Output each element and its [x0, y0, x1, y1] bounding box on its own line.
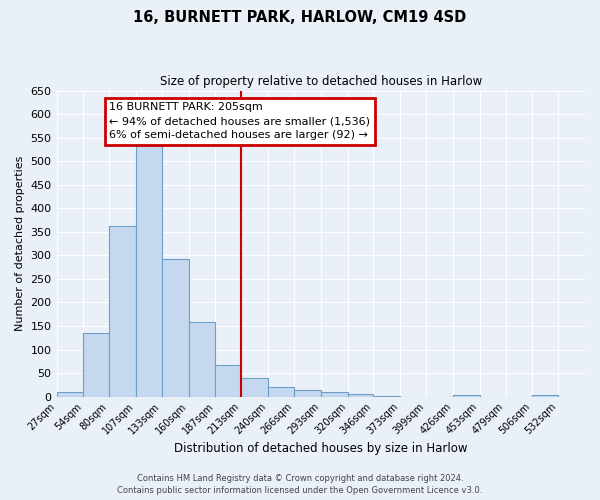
Text: 16 BURNETT PARK: 205sqm
← 94% of detached houses are smaller (1,536)
6% of semi-: 16 BURNETT PARK: 205sqm ← 94% of detache…: [109, 102, 370, 141]
Title: Size of property relative to detached houses in Harlow: Size of property relative to detached ho…: [160, 75, 482, 88]
Bar: [294, 390, 321, 396]
Y-axis label: Number of detached properties: Number of detached properties: [15, 156, 25, 332]
Text: 16, BURNETT PARK, HARLOW, CM19 4SD: 16, BURNETT PARK, HARLOW, CM19 4SD: [133, 10, 467, 25]
Bar: [83, 332, 109, 396]
Bar: [321, 392, 347, 396]
Bar: [268, 388, 294, 396]
Bar: [136, 144, 162, 397]
Bar: [109, 226, 136, 396]
Bar: [453, 395, 480, 396]
Bar: [162, 258, 188, 396]
Bar: [347, 394, 373, 396]
Text: Contains HM Land Registry data © Crown copyright and database right 2024.
Contai: Contains HM Land Registry data © Crown c…: [118, 474, 482, 495]
Bar: [188, 322, 215, 396]
Bar: [215, 365, 241, 396]
X-axis label: Distribution of detached houses by size in Harlow: Distribution of detached houses by size …: [174, 442, 467, 455]
Bar: [56, 392, 83, 396]
Bar: [241, 378, 268, 396]
